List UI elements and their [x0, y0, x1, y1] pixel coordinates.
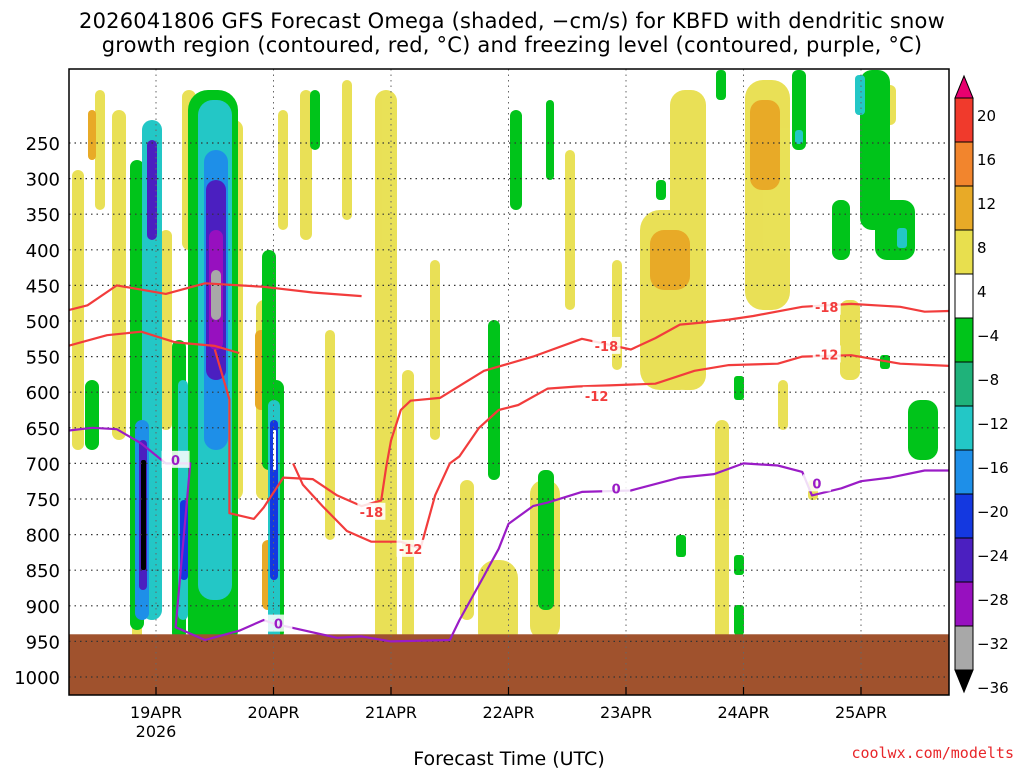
- colorbar: 20 16 12 8 4 −4 −8 −12 −16 −20 −24 −28 −32 −36: [954, 74, 1009, 697]
- y-tick-label: 750: [26, 490, 60, 511]
- colorbar-tick-label: −36: [977, 679, 1009, 697]
- chart-title-line1: 2026041806 GFS Forecast Omega (shaded, −…: [79, 9, 945, 33]
- omega-shading: [72, 70, 938, 670]
- colorbar-swatch: [954, 229, 974, 275]
- colorbar-swatch: [954, 317, 974, 363]
- colorbar-swatch: [954, 449, 974, 495]
- colorbar-tick-label: −28: [977, 591, 1009, 609]
- colorbar-swatch: [954, 141, 974, 187]
- x-tick-label: 24APR: [717, 703, 769, 722]
- contour-label: -18: [595, 340, 619, 355]
- contour-label-bg: [396, 539, 425, 557]
- contour-labels: -18 -18 -18 -12 -12 -12 0 0 0 0: [161, 297, 841, 633]
- contour-label-bg: [161, 450, 190, 468]
- colorbar-tick-label: −32: [977, 635, 1009, 653]
- y-tick-label: 850: [26, 561, 60, 582]
- y-tick-label: 600: [26, 383, 60, 404]
- colorbar-tick-label: −8: [977, 371, 999, 389]
- y-axis-ticks: 250 300 350 400 450 500 550 600 650 700 750 800 850 9…: [14, 134, 60, 689]
- y-tick-label: 700: [26, 454, 60, 475]
- contour-label: -18: [815, 301, 839, 316]
- colorbar-tick-label: −16: [977, 459, 1009, 477]
- y-tick-label: 350: [26, 205, 60, 226]
- colorbar-tick-label: −12: [977, 415, 1009, 433]
- contour-label: -18: [360, 506, 384, 521]
- colorbar-tick-label: 8: [977, 239, 987, 257]
- contour-label-bg: [592, 336, 621, 354]
- y-tick-label: 950: [26, 632, 60, 653]
- y-tick-label: 1000: [14, 668, 60, 689]
- colorbar-swatch: [954, 581, 974, 627]
- y-tick-label: 800: [26, 526, 60, 547]
- colorbar-swatch: [954, 97, 974, 143]
- colorbar-tick-label: −4: [977, 327, 999, 345]
- colorbar-swatch: [954, 273, 974, 319]
- x-tick-label: 22APR: [482, 703, 534, 722]
- x-tick-sublabel: 2026: [136, 722, 177, 741]
- contour-label-bg: [802, 474, 831, 492]
- y-tick-label: 400: [26, 241, 60, 262]
- x-tick-label: 20APR: [247, 703, 299, 722]
- colorbar-swatch: [954, 493, 974, 539]
- source-credit: coolwx.com/modelts: [851, 744, 1014, 762]
- y-tick-label: 650: [26, 419, 60, 440]
- y-tick-label: 900: [26, 597, 60, 618]
- colorbar-tick-label: −24: [977, 547, 1009, 565]
- contour-line: [69, 282, 362, 312]
- x-tick-label: 23APR: [600, 703, 652, 722]
- colorbar-tick-label: 4: [977, 283, 987, 301]
- colorbar-tick-label: 20: [977, 107, 996, 125]
- colorbar-swatch: [954, 185, 974, 231]
- y-tick-label: 300: [26, 170, 60, 191]
- y-tick-label: 250: [26, 134, 60, 155]
- x-tick-label: 19APR: [130, 703, 182, 722]
- y-tick-label: 450: [26, 276, 60, 297]
- contour-label-bg: [812, 297, 841, 315]
- y-tick-label: 500: [26, 312, 60, 333]
- y-tick-label: 550: [26, 348, 60, 369]
- contour-label: -12: [585, 390, 609, 405]
- contour-line: [292, 354, 949, 550]
- colorbar-swatch: [954, 405, 974, 451]
- contour-label: -12: [399, 543, 423, 558]
- contour-label: 0: [171, 454, 180, 469]
- contour-line: [213, 302, 949, 521]
- contour-line: [69, 330, 240, 355]
- terrain-fill: [69, 634, 949, 695]
- colorbar-tick-label: 16: [977, 151, 996, 169]
- colorbar-swatch: [954, 361, 974, 407]
- colorbar-tick-label: 12: [977, 195, 996, 213]
- contour-label: 0: [812, 477, 821, 492]
- contour-label-bg: [812, 345, 841, 363]
- contour-label-bg: [582, 386, 611, 404]
- colorbar-tick-label: −20: [977, 503, 1009, 521]
- contour-label-bg: [602, 479, 631, 497]
- colorbar-swatch: [954, 625, 974, 671]
- colorbar-swatch: [954, 537, 974, 583]
- contour-label-bg: [357, 502, 386, 520]
- x-tick-label: 25APR: [835, 703, 887, 722]
- contour-label: -12: [815, 348, 839, 363]
- x-axis-label: Forecast Time (UTC): [413, 748, 604, 768]
- chart-title-line2: growth region (contoured, red, °C) and f…: [101, 33, 923, 57]
- contour-label: 0: [274, 618, 283, 633]
- contour-label-bg: [264, 614, 293, 632]
- contour-label: 0: [612, 482, 621, 497]
- x-tick-label: 21APR: [365, 703, 417, 722]
- colorbar-bottom-arrow: [954, 669, 974, 694]
- colorbar-top-arrow: [954, 74, 974, 99]
